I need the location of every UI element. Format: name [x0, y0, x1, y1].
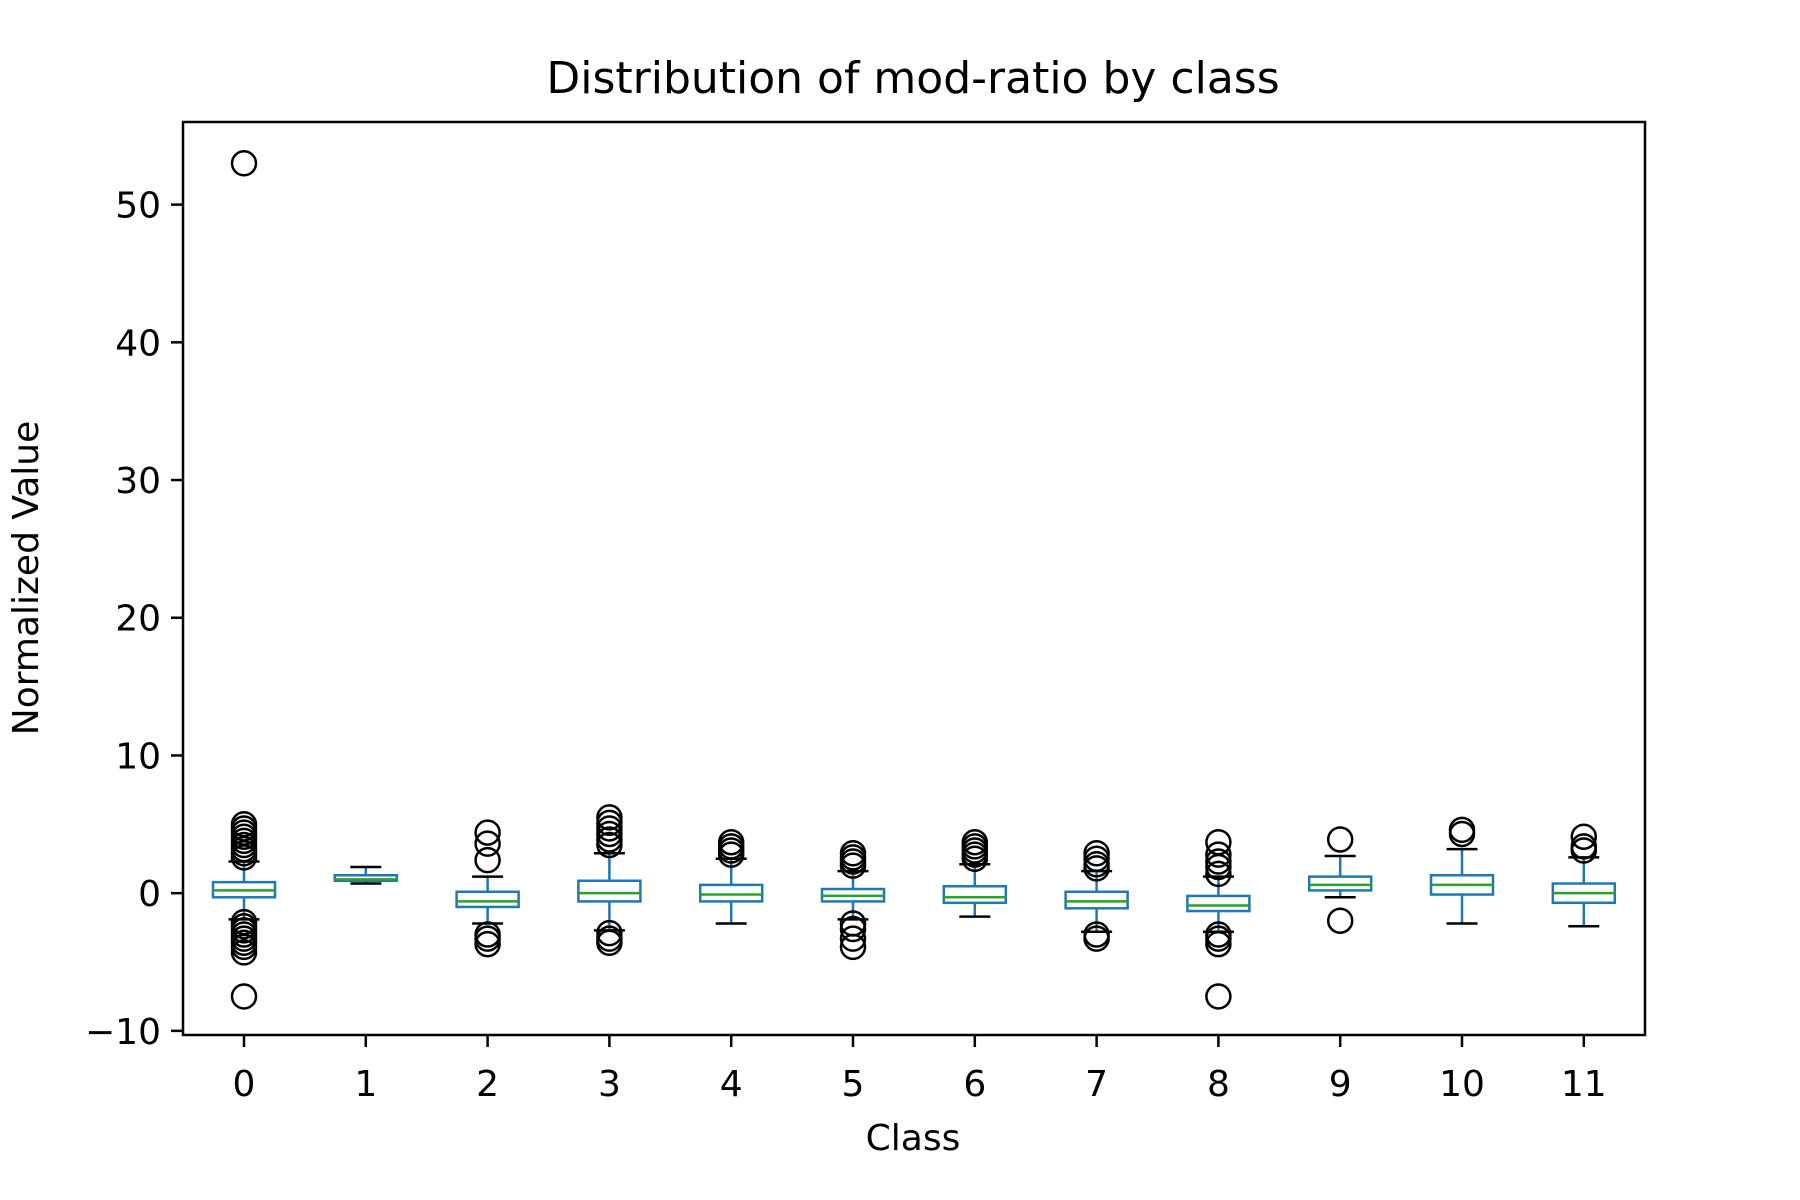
y-tick-label: 20 — [115, 599, 161, 640]
x-tick-label: 5 — [842, 1064, 865, 1105]
x-axis: 0 1 2 3 4 5 6 7 8 9 10 11 — [233, 1035, 1607, 1105]
outlier-point — [474, 846, 501, 874]
boxplot-series — [211, 150, 1617, 1010]
outlier-point — [230, 150, 258, 177]
outlier-point — [1570, 837, 1598, 864]
iqr-box — [455, 890, 520, 909]
outlier-point — [230, 939, 258, 966]
outlier-point — [474, 930, 501, 958]
iqr-box — [333, 874, 399, 883]
x-tick-label: 3 — [598, 1064, 621, 1105]
x-axis-label: Class — [866, 1118, 961, 1159]
outlier-point — [1570, 823, 1598, 850]
x-tick-label: 1 — [354, 1064, 377, 1105]
outlier-point — [961, 845, 989, 872]
box-class-2 — [455, 819, 520, 958]
box-class-4 — [698, 828, 764, 925]
outlier-point — [839, 852, 867, 879]
outlier-point — [1205, 930, 1232, 958]
outlier-point — [1083, 855, 1110, 882]
y-axis-label: Normalized Value — [6, 421, 47, 735]
box-class-1 — [333, 865, 399, 885]
outlier-point — [839, 925, 867, 952]
y-tick-label: 10 — [115, 736, 161, 777]
outlier-point — [839, 915, 867, 943]
box-class-5 — [820, 839, 886, 961]
iqr-box — [577, 879, 642, 903]
outlier-point — [1326, 826, 1354, 853]
box-class-0 — [211, 150, 277, 1010]
outlier-point — [1205, 983, 1232, 1010]
outlier-point — [596, 831, 623, 859]
x-tick-label: 9 — [1329, 1064, 1352, 1105]
y-tick-label: 30 — [115, 461, 161, 502]
x-tick-label: 8 — [1207, 1064, 1230, 1105]
outlier-point — [1205, 853, 1232, 881]
iqr-box — [1064, 890, 1129, 910]
outlier-point — [596, 929, 623, 956]
iqr-box — [1186, 894, 1251, 913]
iqr-box — [1307, 875, 1373, 892]
box-class-10 — [1429, 816, 1495, 925]
box-class-9 — [1307, 826, 1373, 934]
outlier-point — [1083, 925, 1110, 952]
box-class-3 — [577, 804, 642, 956]
outlier-point — [1205, 841, 1232, 868]
y-axis: −10 0 10 20 30 40 50 — [85, 186, 183, 1053]
outlier-point — [839, 933, 867, 961]
plot-area — [181, 120, 1647, 1037]
x-tick-label: 10 — [1439, 1064, 1485, 1105]
box-class-8 — [1186, 828, 1251, 1010]
outlier-point — [1448, 820, 1476, 848]
outlier-point — [230, 983, 258, 1010]
x-tick-label: 7 — [1085, 1064, 1108, 1105]
outlier-point — [230, 844, 258, 871]
box-class-6 — [942, 828, 1008, 918]
outlier-point — [1326, 907, 1354, 934]
outlier-point — [1205, 860, 1232, 888]
x-tick-label: 2 — [476, 1064, 499, 1105]
y-tick-label: 0 — [138, 874, 161, 915]
x-tick-label: 4 — [720, 1064, 743, 1105]
box-class-11 — [1551, 823, 1617, 928]
y-tick-label: 50 — [115, 186, 161, 227]
y-tick-label: 40 — [115, 323, 161, 364]
x-tick-label: 0 — [233, 1064, 256, 1105]
iqr-box — [698, 883, 764, 903]
iqr-box — [942, 885, 1008, 905]
outlier-point — [717, 841, 745, 868]
chart-title: Distribution of mod-ratio by class — [546, 53, 1279, 104]
y-tick-label: −10 — [85, 1012, 161, 1053]
box-class-7 — [1064, 839, 1129, 952]
outlier-point — [474, 819, 501, 846]
outlier-point — [474, 830, 501, 857]
x-tick-label: 11 — [1561, 1064, 1607, 1105]
x-tick-label: 6 — [963, 1064, 986, 1105]
